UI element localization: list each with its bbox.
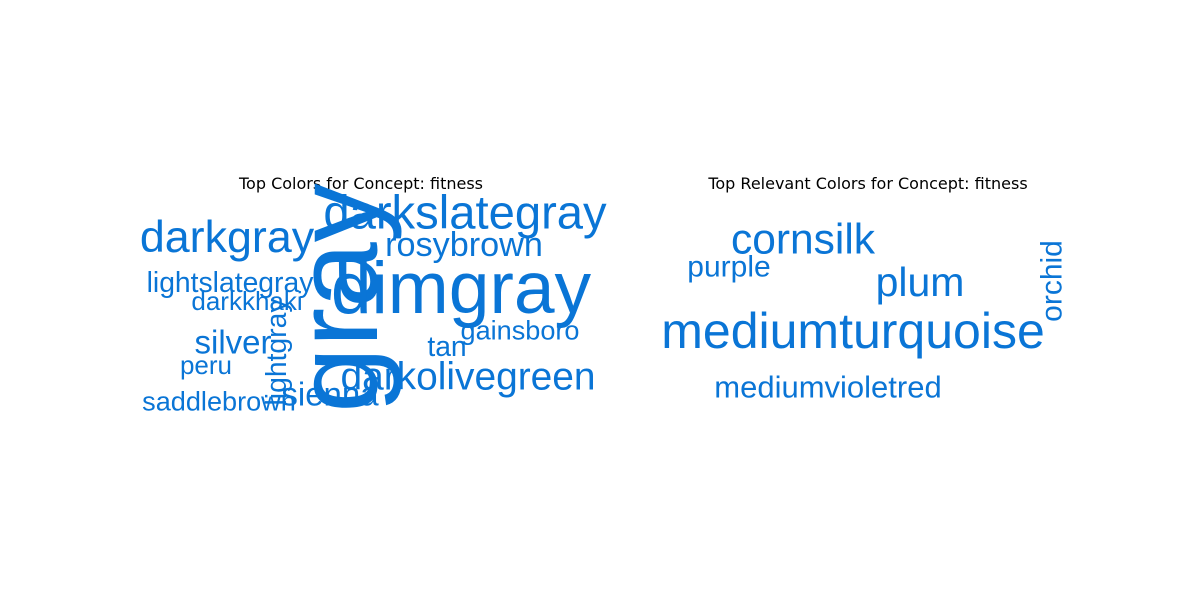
word-saddlebrown: saddlebrown bbox=[142, 386, 296, 417]
word-lightslategray: lightslategray bbox=[147, 266, 315, 298]
word-darkkhaki: darkkhaki bbox=[191, 286, 302, 316]
word-dimgray: dimgray bbox=[331, 247, 592, 329]
word-darkolivegreen: darkolivegreen bbox=[340, 356, 595, 399]
word-peru: peru bbox=[180, 350, 232, 380]
word-darkgray: darkgray bbox=[140, 212, 315, 262]
left-chart-title: Top Colors for Concept: fitness bbox=[238, 174, 484, 193]
word-mediumturquoise: mediumturquoise bbox=[661, 303, 1045, 359]
word-gainsboro: gainsboro bbox=[461, 315, 580, 346]
word-gray: gray bbox=[271, 183, 403, 413]
word-cornsilk: cornsilk bbox=[731, 217, 876, 264]
word-silver: silver bbox=[194, 324, 271, 361]
word-mediumvioletred: mediumvioletred bbox=[714, 370, 941, 405]
word-orchid: orchid bbox=[1036, 240, 1069, 322]
word-rosybrown: rosybrown bbox=[385, 226, 543, 264]
word-purple: purple bbox=[687, 251, 770, 284]
right-chart-title: Top Relevant Colors for Concept: fitness bbox=[708, 174, 1028, 193]
word-sienna: sienna bbox=[281, 376, 379, 413]
word-plum: plum bbox=[876, 259, 965, 305]
word-lightgray: lightgray bbox=[260, 298, 292, 406]
word-darkslategray: darkslategray bbox=[323, 187, 607, 240]
word-tan: tan bbox=[427, 330, 466, 362]
